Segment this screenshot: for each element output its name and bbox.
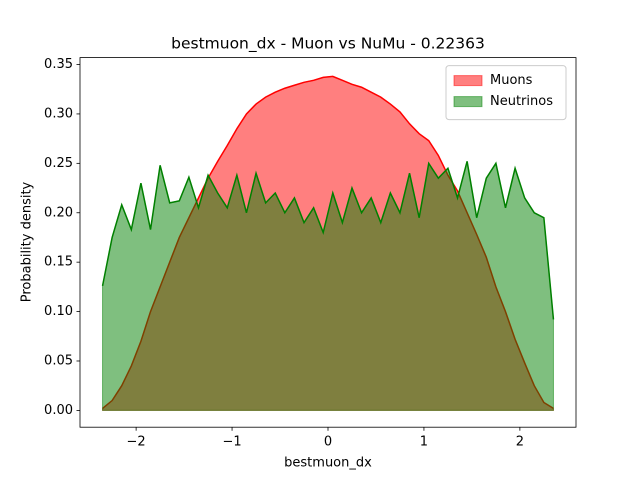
x-axis-label: bestmuon_dx	[284, 456, 372, 471]
legend-label: Muons	[490, 73, 533, 88]
legend-swatch	[453, 96, 483, 108]
area-line	[101, 161, 555, 320]
y-tick-label: 0.10	[44, 304, 73, 319]
x-tick-label: 0	[324, 435, 332, 450]
x-tick-label: −2	[127, 435, 146, 450]
y-tick-label: 0.35	[44, 57, 73, 72]
x-tick-label: 2	[516, 435, 524, 450]
y-tick-label: 0.00	[44, 403, 73, 418]
y-tick-label: 0.25	[44, 156, 73, 171]
y-tick-label: 0.15	[44, 255, 73, 270]
x-tick-label: −1	[222, 435, 241, 450]
chart-title: bestmuon_dx - Muon vs NuMu - 0.22363	[171, 35, 485, 54]
y-axis-label: Probability density	[20, 181, 35, 302]
y-tick-label: 0.05	[44, 353, 73, 368]
legend-label: Neutrinos	[490, 94, 553, 109]
legend-swatch	[453, 75, 483, 87]
x-tick-label: 1	[420, 435, 428, 450]
y-tick-label: 0.20	[44, 205, 73, 220]
y-tick-label: 0.30	[44, 106, 73, 121]
